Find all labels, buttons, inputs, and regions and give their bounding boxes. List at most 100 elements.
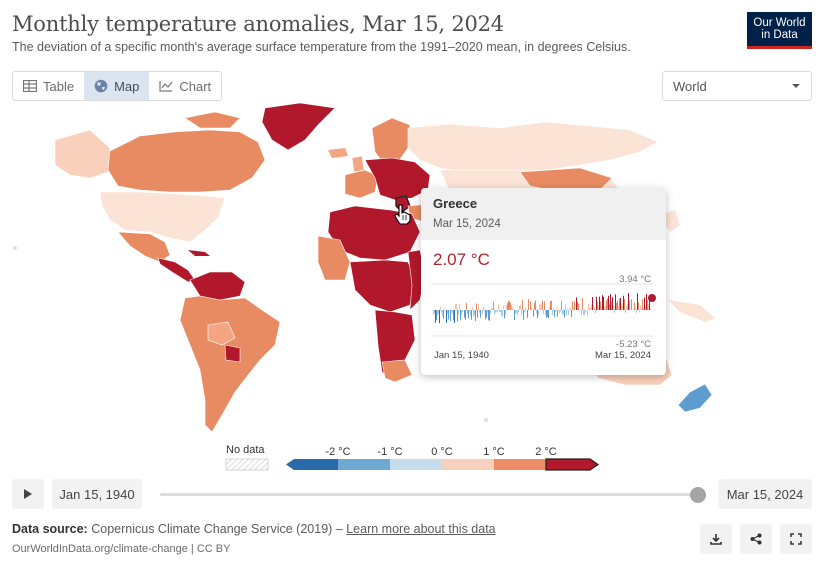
legend-bin[interactable]: [338, 459, 390, 470]
sparkline-bar: [553, 307, 554, 310]
fullscreen-button[interactable]: [780, 524, 812, 554]
country-south-africa[interactable]: [381, 359, 413, 383]
sparkline-bar: [621, 303, 622, 310]
sparkline-bar: [617, 300, 618, 310]
sparkline-bar: [616, 302, 617, 310]
sparkline-bar: [546, 310, 547, 318]
tab-map[interactable]: Map: [84, 72, 150, 100]
sparkline-bar: [472, 306, 473, 310]
share-button[interactable]: [740, 524, 772, 554]
download-button[interactable]: [700, 524, 732, 554]
world-map[interactable]: [0, 100, 820, 440]
country-usa[interactable]: [99, 191, 226, 243]
legend-bin[interactable]: [442, 459, 494, 470]
sparkline-bar: [471, 310, 472, 320]
region-eastern-europe[interactable]: [364, 157, 431, 201]
legend-tick-label: 0 °C: [431, 446, 453, 458]
sparkline-bar: [563, 310, 564, 315]
country-russia[interactable]: [407, 121, 659, 173]
region-west-africa[interactable]: [317, 235, 351, 281]
sparkline-bar: [645, 306, 646, 310]
sparkline-bar: [528, 299, 529, 310]
sparkline-bar: [499, 310, 500, 312]
region-central-africa[interactable]: [349, 259, 419, 313]
legend-bin[interactable]: [545, 458, 600, 471]
sparkline-bar: [454, 310, 455, 323]
legend-bin[interactable]: [286, 459, 338, 470]
region-select[interactable]: World: [662, 71, 812, 101]
sparkline-bar: [444, 308, 445, 310]
source-text: Copernicus Climate Change Service (2019)…: [91, 522, 343, 536]
timeline-end-date[interactable]: Mar 15, 2024: [718, 479, 812, 509]
sparkline-bar: [470, 310, 471, 317]
sparkline-bar: [505, 310, 506, 316]
sparkline-bar: [538, 310, 539, 316]
country-canada[interactable]: [107, 129, 266, 193]
sparkline-bar: [650, 308, 651, 310]
legend-bin[interactable]: [390, 459, 442, 470]
country-alaska[interactable]: [54, 129, 111, 179]
country-iceland[interactable]: [328, 148, 348, 158]
sparkline-bar: [569, 307, 570, 310]
play-button[interactable]: [12, 479, 44, 509]
sparkline-bar: [593, 304, 594, 310]
sparkline-bar: [550, 301, 551, 310]
sparkline-bar: [531, 307, 532, 310]
sparkline-bar: [571, 310, 572, 317]
footer-url[interactable]: OurWorldInData.org/climate-change | CC B…: [12, 543, 231, 555]
tab-chart[interactable]: Chart: [149, 72, 221, 100]
region-scandinavia[interactable]: [371, 117, 411, 166]
sparkline-bar: [545, 310, 546, 316]
learn-more-link[interactable]: Learn more about this data: [346, 522, 496, 536]
region-western-europe[interactable]: [344, 169, 379, 199]
sparkline-bar: [572, 301, 573, 310]
sparkline-bar: [488, 310, 489, 321]
globe-icon: [94, 79, 108, 93]
sparkline-bar: [452, 310, 453, 314]
owid-logo[interactable]: Our World in Data: [747, 12, 812, 49]
sparkline-bar: [504, 310, 505, 319]
region-south-america[interactable]: [179, 295, 281, 433]
sparkline-bar: [613, 305, 614, 310]
country-paraguay[interactable]: [224, 344, 241, 363]
tab-table[interactable]: Table: [13, 72, 84, 100]
country-mexico[interactable]: [117, 231, 171, 263]
timeline-start-date[interactable]: Jan 15, 1940: [52, 479, 142, 509]
region-arctic-islands[interactable]: [184, 111, 241, 129]
sparkline-bar: [537, 310, 538, 319]
sparkline-bar: [434, 310, 435, 314]
sparkline-bar: [560, 310, 561, 312]
sparkline-bar: [601, 305, 602, 310]
sparkline-bar: [511, 305, 512, 310]
region-northern-south-america[interactable]: [189, 271, 246, 301]
sparkline-bar: [641, 309, 642, 310]
sparkline-bar: [508, 300, 509, 310]
legend-bin[interactable]: [494, 459, 546, 470]
sparkline-bar: [622, 304, 623, 310]
sparkline-bar: [570, 308, 571, 310]
region-central-america[interactable]: [157, 257, 196, 283]
legend-tick-label: -2 °C: [325, 446, 350, 458]
sparkline-bar: [518, 310, 519, 313]
region-oceania-islands[interactable]: [668, 300, 715, 322]
country-new-zealand[interactable]: [677, 383, 713, 413]
sparkline-bar: [636, 310, 637, 313]
sparkline-bar: [440, 306, 441, 310]
sparkline-bar: [605, 304, 606, 310]
sparkline-bar: [523, 310, 524, 320]
region-select-value: World: [673, 78, 707, 94]
country-bolivia[interactable]: [207, 321, 236, 346]
sparkline-bar: [627, 304, 628, 310]
country-greenland[interactable]: [261, 102, 336, 151]
region-caribbean[interactable]: [188, 250, 210, 256]
region-east-africa[interactable]: [407, 249, 426, 311]
country-uk[interactable]: [351, 155, 365, 173]
sparkline-bar: [492, 308, 493, 310]
sparkline-bar: [555, 310, 556, 313]
logo-line2: in Data: [761, 29, 798, 41]
fullscreen-icon: [790, 533, 802, 545]
sparkline-bar: [482, 310, 483, 314]
timeline-track[interactable]: [160, 493, 698, 496]
timeline-handle[interactable]: [690, 487, 706, 503]
legend-nodata-swatch[interactable]: [225, 458, 269, 471]
